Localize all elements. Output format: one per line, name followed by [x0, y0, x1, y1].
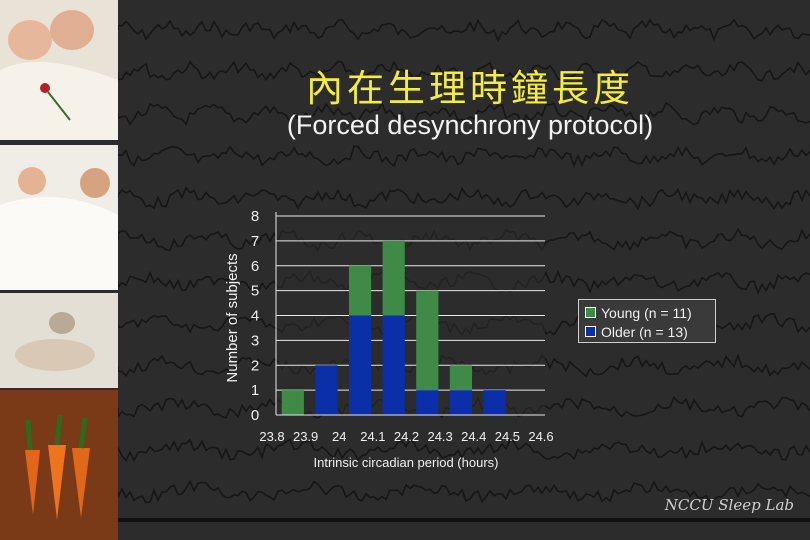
legend-swatch-young [585, 307, 596, 318]
x-tick-label: 24.1 [360, 429, 385, 444]
y-tick-label: 2 [251, 357, 259, 374]
legend-item-young: Young (n = 11) [585, 303, 715, 322]
x-tick-label: 23.9 [293, 429, 318, 444]
y-tick-label: 5 [251, 283, 259, 300]
y-axis-label: Number of subjects [224, 253, 241, 382]
bars [281, 240, 506, 415]
legend-swatch-older [585, 326, 596, 337]
bar-young [382, 240, 405, 316]
y-tick-label: 1 [251, 382, 259, 399]
x-tick-label: 24 [332, 429, 346, 444]
y-tick-label: 3 [251, 332, 259, 349]
x-tick-labels: 23.8 23.9 24 24.1 24.2 24.3 24.4 24.5 24.6 [259, 429, 553, 444]
bar-young [348, 265, 372, 316]
y-tick-label: 6 [251, 258, 259, 275]
x-tick-label: 24.6 [528, 429, 553, 444]
axes [275, 212, 545, 416]
babies-photo [0, 0, 118, 140]
eeg-trace [117, 101, 810, 127]
carrots-photo [0, 390, 118, 540]
eeg-trace [117, 60, 810, 83]
bar-older [416, 390, 439, 415]
x-tick-label: 24.2 [394, 429, 419, 444]
eeg-trace [117, 145, 810, 168]
photo-strip [0, 0, 118, 540]
legend-label-young: Young (n = 11) [601, 304, 692, 321]
lab-signature: NCCU Sleep Lab [664, 496, 794, 514]
y-tick-label: 8 [251, 208, 259, 225]
x-tick-label: 24.3 [427, 429, 452, 444]
y-tick-label: 4 [251, 308, 259, 325]
bar-young [416, 290, 439, 391]
eeg-trace [117, 479, 810, 504]
bar-older [382, 315, 405, 415]
bar-older [483, 390, 506, 415]
y-tick-labels: 0 1 2 3 4 5 6 7 8 [251, 208, 259, 424]
bar-older [449, 390, 473, 415]
legend-item-older: Older (n = 13) [585, 322, 715, 341]
eeg-trace [117, 186, 810, 211]
x-axis-label: Intrinsic circadian period (hours) [314, 455, 499, 470]
babies-in-bed-photo [0, 145, 118, 290]
x-tick-label: 24.4 [461, 429, 486, 444]
x-tick-label: 24.5 [495, 429, 520, 444]
bar-older [315, 365, 338, 415]
eeg-trace [117, 438, 810, 463]
sleeping-baby-photo [0, 293, 118, 388]
slide-title: 內在生理時鐘長度 [306, 67, 634, 110]
eeg-baseline [118, 518, 810, 522]
bar-young [281, 390, 304, 415]
y-tick-label: 0 [251, 407, 259, 424]
y-tick-label: 7 [251, 233, 259, 250]
chart-legend: Young (n = 11) Older (n = 13) [578, 299, 716, 343]
legend-label-older: Older (n = 13) [601, 323, 688, 340]
x-tick-label: 23.8 [259, 429, 284, 444]
slide-subtitle: (Forced desynchrony protocol) [286, 110, 654, 140]
eeg-trace [117, 18, 810, 43]
bar-young [449, 365, 473, 391]
bar-older [348, 315, 372, 415]
